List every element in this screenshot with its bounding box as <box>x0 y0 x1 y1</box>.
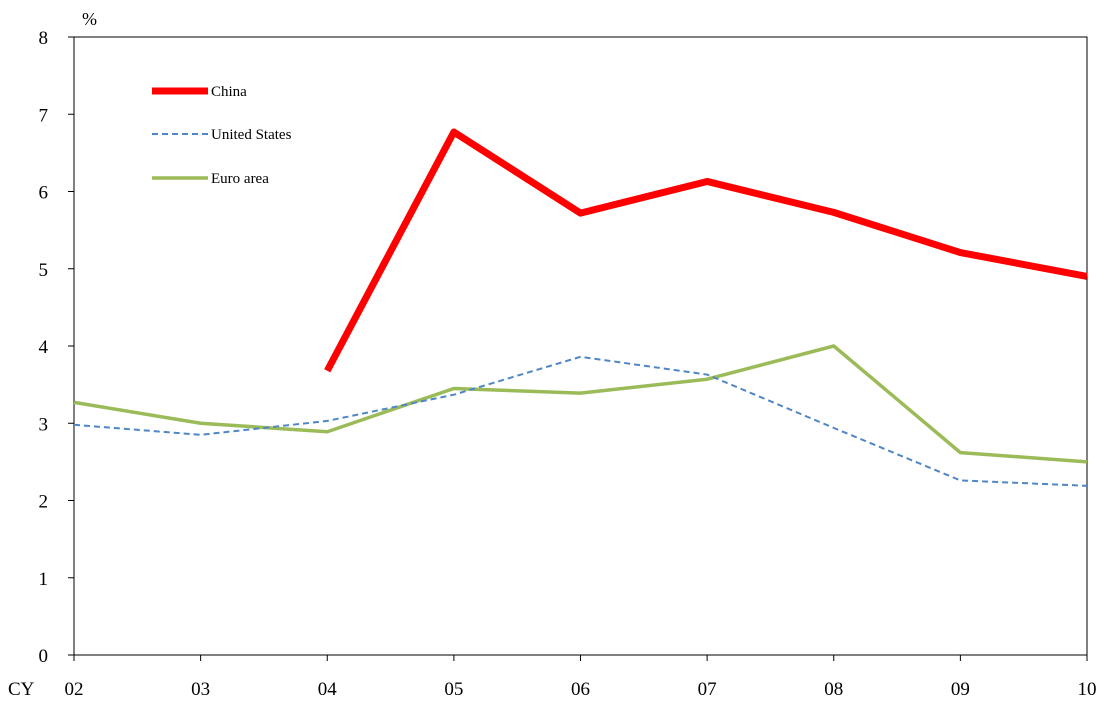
x-tick-label: 07 <box>698 679 717 700</box>
y-tick-label: 6 <box>39 183 49 204</box>
x-tick-label: 06 <box>571 679 590 700</box>
y-unit-label: % <box>82 9 97 29</box>
y-tick-label: 0 <box>39 646 49 667</box>
x-tick-label: 04 <box>318 679 338 700</box>
y-tick-label: 1 <box>39 569 49 590</box>
y-tick-label: 3 <box>39 414 49 435</box>
legend-label-china: China <box>211 84 247 100</box>
series-line-china <box>327 132 1087 371</box>
x-tick-label: 09 <box>951 679 970 700</box>
y-tick-label: 7 <box>39 105 49 126</box>
x-tick-label: 08 <box>824 679 843 700</box>
series-line-united-states <box>74 357 1087 486</box>
x-tick-label: 05 <box>444 679 463 700</box>
x-tick-label: 03 <box>191 679 210 700</box>
x-tick-label: 02 <box>65 679 84 700</box>
y-tick-label: 4 <box>39 337 49 358</box>
y-tick-label: 2 <box>39 492 49 513</box>
legend-label-united-states: United States <box>211 127 292 143</box>
x-prefix-label: CY <box>8 679 35 700</box>
legend-label-euro-area: Euro area <box>211 171 269 187</box>
y-axis: 0 1 2 3 4 5 6 7 8 <box>39 28 75 667</box>
y-tick-label: 5 <box>39 260 49 281</box>
x-tick-label: 10 <box>1078 679 1097 700</box>
y-tick-label: 8 <box>39 28 49 49</box>
x-axis: 02 03 04 05 06 07 08 09 10 <box>65 655 1097 700</box>
series-line-euro-area <box>74 346 1087 462</box>
legend: China United States Euro area <box>152 84 292 187</box>
